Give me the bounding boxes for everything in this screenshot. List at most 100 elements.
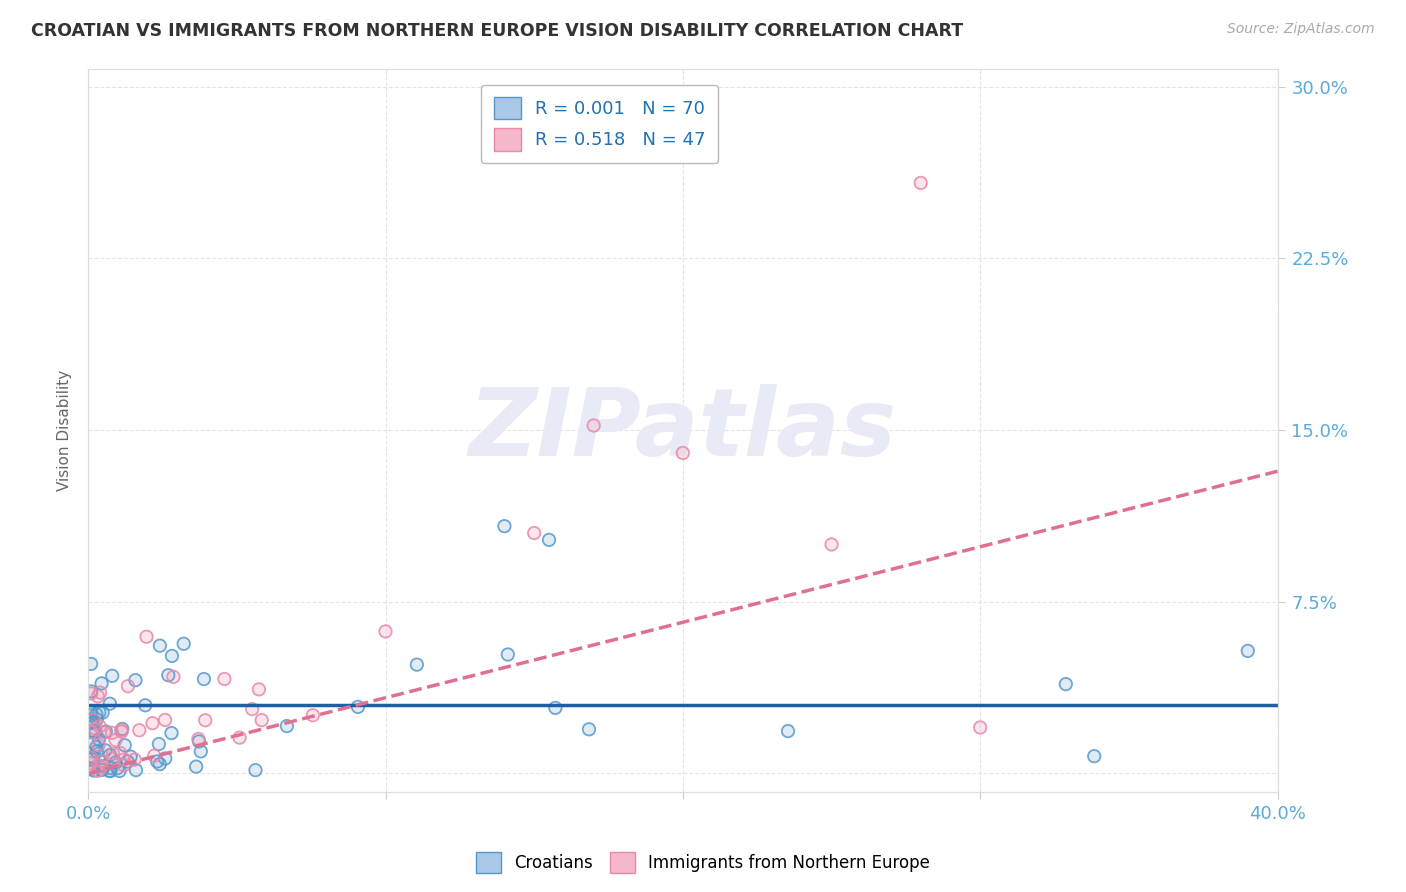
Point <box>112 758 135 772</box>
Point <box>112 758 135 772</box>
Point <box>80 708 103 723</box>
Point <box>111 724 134 739</box>
Point <box>83 764 105 778</box>
Point <box>969 721 991 735</box>
Point <box>141 716 163 731</box>
Point <box>83 713 105 727</box>
Point <box>194 713 217 727</box>
Point <box>157 668 180 682</box>
Point <box>93 759 115 773</box>
Point <box>86 745 108 759</box>
Point <box>149 757 172 772</box>
Point <box>82 713 104 727</box>
Point <box>90 760 112 774</box>
Point <box>153 713 176 727</box>
Point <box>91 706 114 720</box>
Point <box>134 698 156 713</box>
Point <box>98 747 121 762</box>
Point <box>149 639 172 653</box>
Point <box>125 763 148 777</box>
Point <box>141 716 163 731</box>
Point <box>149 639 172 653</box>
Point <box>146 755 169 769</box>
Point <box>188 734 211 748</box>
Point <box>86 713 108 727</box>
Point <box>108 764 131 778</box>
Point <box>124 753 146 767</box>
Point <box>80 686 103 700</box>
Point <box>523 526 546 541</box>
Point <box>544 701 567 715</box>
Point <box>84 722 107 736</box>
Point <box>111 722 134 736</box>
Point <box>98 764 121 778</box>
Point <box>80 762 103 776</box>
Point <box>104 733 127 747</box>
Point <box>87 690 110 704</box>
Point <box>128 723 150 738</box>
Point <box>100 764 122 778</box>
Point <box>160 648 183 663</box>
Point <box>110 723 132 738</box>
Point <box>89 685 111 699</box>
Point <box>91 706 114 720</box>
Point <box>107 761 129 775</box>
Point <box>107 761 129 775</box>
Point <box>187 731 209 746</box>
Point <box>155 751 177 765</box>
Point <box>117 755 139 769</box>
Point <box>101 747 124 761</box>
Point <box>582 418 605 433</box>
Point <box>250 713 273 727</box>
Point <box>82 750 104 764</box>
Point <box>98 697 121 711</box>
Point <box>91 763 114 777</box>
Point <box>148 737 170 751</box>
Point <box>186 759 208 773</box>
Point <box>134 698 156 713</box>
Point <box>114 738 136 752</box>
Point <box>84 725 107 739</box>
Point <box>80 752 103 766</box>
Point <box>87 758 110 772</box>
Point <box>538 533 561 547</box>
Point <box>247 682 270 697</box>
Text: Source: ZipAtlas.com: Source: ZipAtlas.com <box>1227 22 1375 37</box>
Point <box>98 764 121 778</box>
Point <box>89 706 111 720</box>
Point <box>173 637 195 651</box>
Point <box>101 747 124 761</box>
Point <box>1054 677 1077 691</box>
Point <box>276 719 298 733</box>
Point <box>496 648 519 662</box>
Point <box>578 723 600 737</box>
Point <box>82 724 104 739</box>
Point <box>89 706 111 720</box>
Point <box>87 690 110 704</box>
Point <box>83 713 105 727</box>
Point <box>124 673 146 688</box>
Point <box>104 756 127 770</box>
Point <box>240 702 263 716</box>
Point <box>228 731 250 745</box>
Point <box>80 714 103 729</box>
Point <box>80 706 103 720</box>
Point <box>820 537 842 551</box>
Point <box>155 751 177 765</box>
Point <box>94 743 117 757</box>
Point <box>117 679 139 693</box>
Point <box>80 706 103 720</box>
Point <box>153 713 176 727</box>
Point <box>86 713 108 727</box>
Point <box>86 739 108 754</box>
Point <box>98 697 121 711</box>
Point <box>544 701 567 715</box>
Point <box>193 672 215 686</box>
Text: CROATIAN VS IMMIGRANTS FROM NORTHERN EUROPE VISION DISABILITY CORRELATION CHART: CROATIAN VS IMMIGRANTS FROM NORTHERN EUR… <box>31 22 963 40</box>
Point <box>80 751 103 765</box>
Point <box>82 736 104 750</box>
Point <box>347 699 370 714</box>
Point <box>157 668 180 682</box>
Point <box>776 724 799 739</box>
Point <box>87 732 110 747</box>
